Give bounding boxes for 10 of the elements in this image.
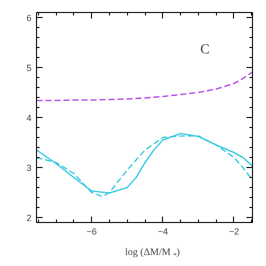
- x-tick-label: −6: [86, 226, 97, 236]
- x-tick-label: −2: [228, 226, 240, 236]
- y-tick-label: 4: [26, 113, 32, 123]
- y-tick-label: 6: [26, 13, 32, 23]
- y-tick-label: 3: [26, 163, 32, 173]
- y-tick-label: 5: [26, 63, 32, 73]
- line-series: [36, 71, 252, 102]
- y-tick-label: 2: [26, 213, 32, 223]
- x-tick-label: −4: [158, 226, 168, 236]
- annotation: C: [200, 42, 210, 58]
